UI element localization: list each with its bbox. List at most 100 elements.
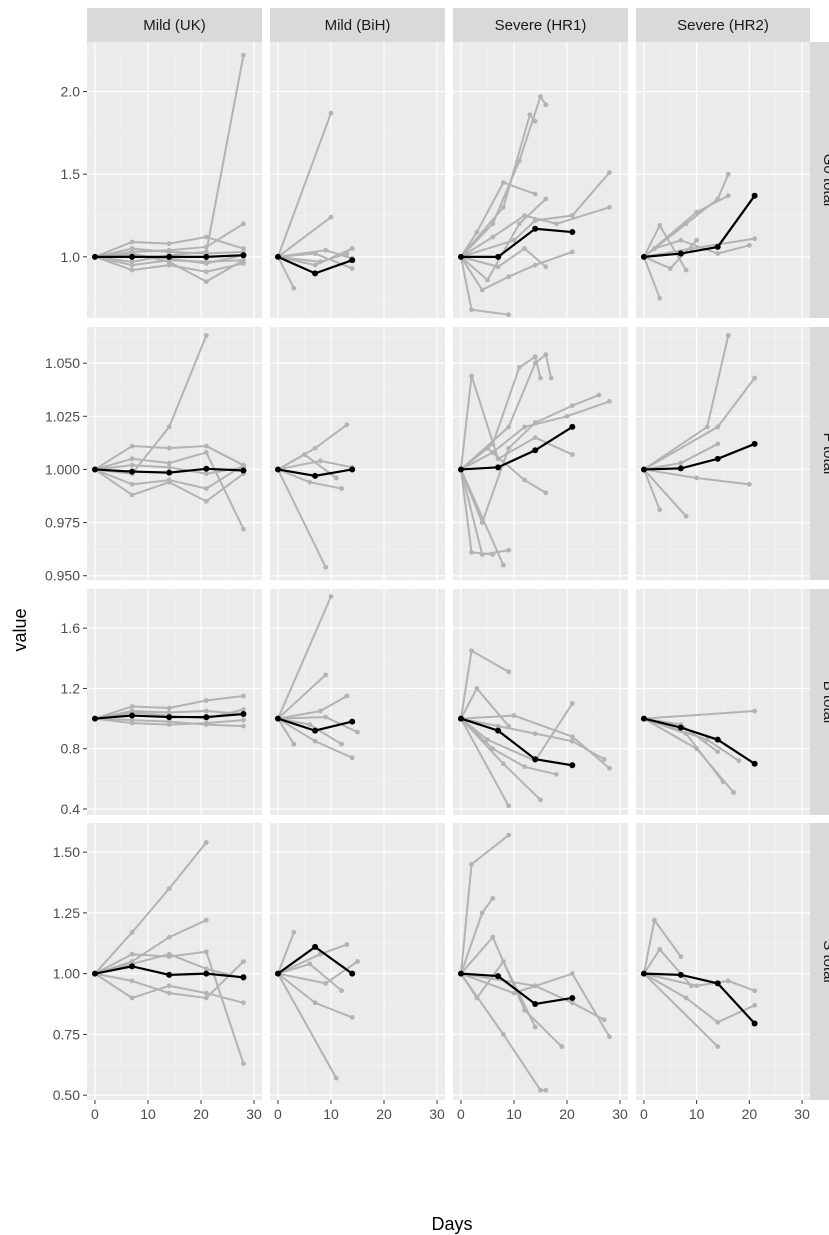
individual-point	[312, 262, 318, 268]
y-tick-label: 1.0	[61, 249, 81, 265]
individual-point	[203, 722, 209, 727]
individual-point	[652, 917, 657, 923]
y-tick-label: 1.25	[53, 905, 80, 921]
individual-point	[601, 1017, 607, 1023]
individual-point	[495, 264, 501, 270]
individual-point	[543, 264, 549, 270]
mean-point	[714, 980, 721, 987]
individual-point	[241, 257, 246, 263]
individual-point	[203, 698, 209, 703]
individual-point	[678, 954, 684, 960]
mean-point	[274, 466, 281, 473]
individual-point	[715, 441, 721, 447]
individual-point	[129, 717, 135, 723]
individual-point	[129, 462, 135, 468]
individual-point	[678, 460, 684, 466]
x-tick-label: 20	[376, 1106, 392, 1122]
individual-point	[241, 261, 246, 266]
individual-point	[720, 779, 726, 785]
individual-point	[495, 456, 501, 462]
y-tick-label: 1.000	[45, 461, 80, 477]
individual-point	[596, 392, 602, 398]
individual-point	[725, 978, 731, 984]
individual-point	[166, 424, 172, 430]
mean-point	[751, 440, 758, 447]
mean-point	[129, 963, 136, 970]
individual-point	[474, 686, 480, 691]
individual-point	[694, 209, 700, 215]
individual-point	[522, 764, 527, 770]
individual-point	[241, 526, 246, 532]
x-tick-label: 30	[794, 1106, 810, 1122]
panel	[270, 823, 445, 1100]
row-strip	[810, 42, 829, 318]
mean-point	[714, 455, 721, 462]
individual-point	[323, 672, 329, 678]
individual-point	[166, 886, 172, 892]
y-tick-label: 0.950	[45, 568, 80, 584]
individual-point	[349, 755, 355, 761]
mean-point	[349, 466, 356, 473]
individual-point	[490, 934, 496, 940]
column-strip-label: Mild (BiH)	[325, 17, 391, 34]
individual-point	[607, 765, 612, 771]
individual-point	[500, 761, 506, 767]
x-tick-label: 30	[429, 1106, 445, 1122]
panel	[453, 823, 628, 1100]
individual-point	[543, 102, 549, 108]
individual-point	[166, 990, 172, 996]
mean-point	[457, 253, 464, 260]
x-tick-label: 10	[506, 1106, 522, 1122]
individual-point	[500, 1031, 506, 1037]
mean-point	[751, 1020, 758, 1027]
individual-line	[460, 181, 536, 258]
panel	[453, 589, 628, 815]
individual-point	[532, 360, 538, 366]
panel	[270, 42, 445, 318]
y-tick-label: 0.8	[61, 741, 81, 757]
individual-point	[203, 471, 209, 477]
individual-point	[317, 259, 323, 265]
individual-point	[166, 719, 172, 724]
x-axis-title: Days	[431, 1214, 472, 1234]
individual-point	[607, 1034, 612, 1040]
individual-point	[715, 424, 721, 430]
individual-point	[339, 988, 344, 994]
individual-point	[522, 246, 527, 251]
individual-point	[323, 247, 329, 253]
individual-line	[277, 256, 295, 289]
mean-line	[643, 972, 756, 1025]
individual-point	[166, 259, 172, 265]
individual-point	[704, 424, 710, 430]
individual-point	[129, 456, 135, 462]
individual-point	[569, 701, 575, 706]
mean-point	[203, 970, 210, 977]
mean-point	[203, 253, 210, 260]
individual-point	[479, 287, 485, 293]
individual-point	[323, 564, 329, 570]
individual-point	[495, 723, 501, 729]
individual-point	[241, 693, 246, 699]
individual-point	[704, 737, 710, 743]
individual-point	[469, 307, 474, 313]
individual-point	[129, 259, 135, 265]
individual-line	[94, 919, 207, 975]
individual-point	[569, 734, 575, 740]
individual-point	[129, 267, 135, 273]
mean-point	[751, 760, 758, 767]
individual-point	[291, 285, 297, 291]
individual-point	[511, 237, 517, 243]
individual-point	[715, 1019, 721, 1025]
individual-point	[317, 708, 323, 714]
individual-point	[129, 978, 135, 984]
individual-line	[460, 718, 510, 807]
mean-line	[643, 442, 756, 471]
individual-point	[166, 262, 172, 268]
mean-point	[91, 715, 98, 722]
mean-point	[495, 464, 502, 471]
mean-point	[532, 1001, 539, 1008]
individual-point	[548, 375, 554, 381]
individual-point	[307, 479, 313, 485]
individual-point	[203, 840, 209, 845]
panel	[636, 327, 810, 580]
